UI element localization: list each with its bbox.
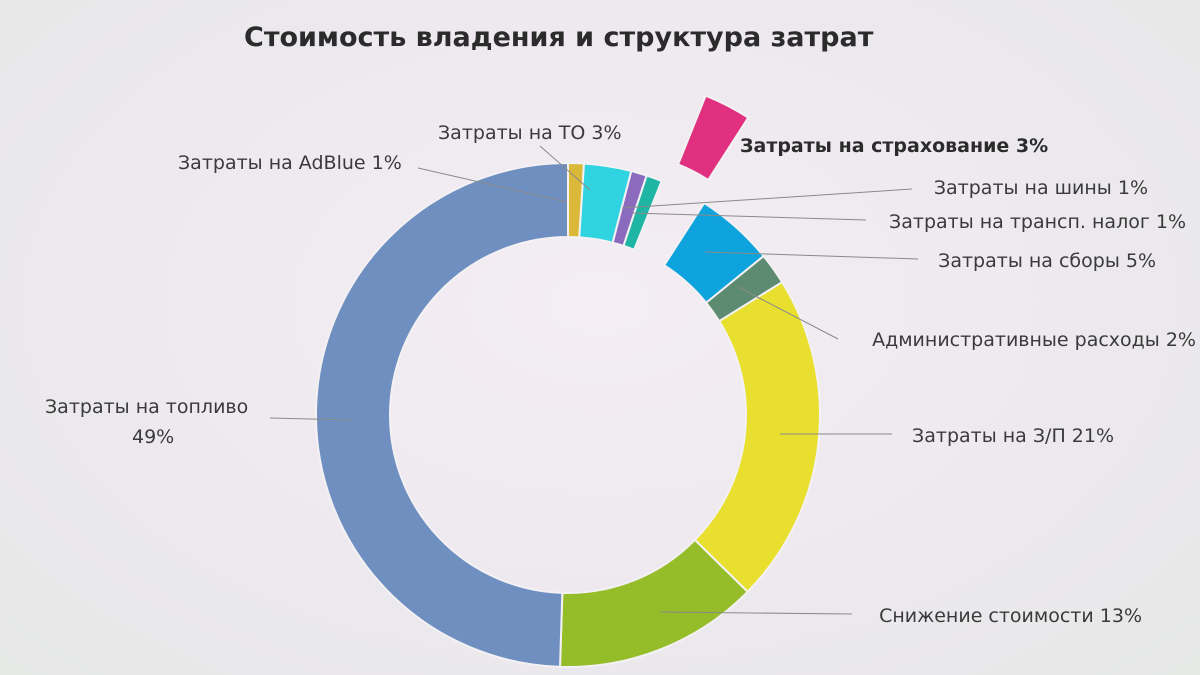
slices-layer: [315, 94, 821, 668]
slice-label-2: Затраты на ТО 3%: [438, 122, 622, 144]
slice-label-7: Административные расходы 2%: [872, 329, 1196, 351]
slice-label-10: Затраты на топливо 49%: [45, 396, 248, 448]
slice-label-1: Затраты на AdBlue 1%: [178, 152, 402, 174]
slice-label-4: Затраты на трансп. налог 1%: [889, 211, 1186, 233]
leader-line-10: [269, 417, 353, 421]
leader-line-4: [631, 212, 867, 221]
slice-label-6: Затраты на сборы 5%: [938, 250, 1156, 272]
slice-label-3: Затраты на шины 1%: [934, 177, 1148, 199]
slice-10: [315, 161, 569, 668]
leader-line-9: [659, 611, 853, 615]
slice-label-9: Снижение стоимости 13%: [879, 605, 1142, 627]
leader-line-1: [417, 167, 568, 203]
slice-8: [693, 280, 821, 594]
slice-5: [676, 94, 750, 182]
slice-label-5: Затраты на страхование 3%: [740, 135, 1048, 157]
leader-line-7: [737, 286, 839, 340]
slice-4: [622, 174, 663, 252]
leader-lines: [269, 145, 919, 615]
slice-label-8: Затраты на З/П 21%: [912, 425, 1114, 447]
slice-labels: Затраты на AdBlue 1% Затраты на ТО 3% Затр…: [45, 122, 1196, 627]
chart-title: Стоимость владения и структура затрат: [244, 22, 874, 53]
leader-line-2: [539, 145, 591, 191]
leader-line-3: [621, 188, 913, 209]
leader-line-6: [704, 251, 919, 260]
